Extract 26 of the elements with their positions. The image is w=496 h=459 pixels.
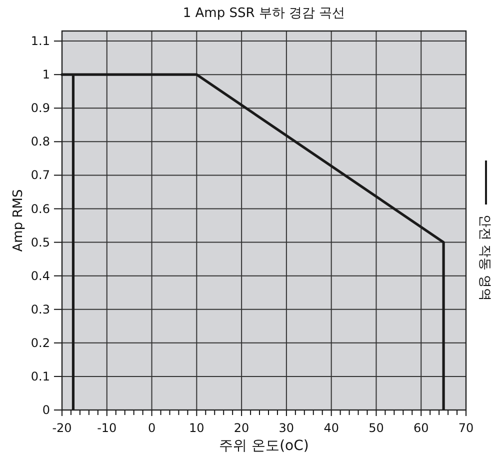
y-tick-label: 1 bbox=[42, 68, 50, 82]
y-tick-label: 0.2 bbox=[30, 336, 50, 350]
x-tick-label: -20 bbox=[52, 421, 72, 435]
y-tick-label: 1.1 bbox=[30, 34, 50, 48]
x-tick-label: 30 bbox=[278, 421, 294, 435]
y-tick-label: 0 bbox=[42, 403, 50, 417]
x-tick-label: -10 bbox=[97, 421, 117, 435]
y-tick-label: 0.5 bbox=[30, 235, 50, 250]
y-axis-title: Amp RMS bbox=[11, 189, 26, 252]
y-tick-label: 0.4 bbox=[30, 268, 50, 283]
legend: 안전 작동 영역 bbox=[477, 160, 492, 301]
y-tick-label: 0.3 bbox=[30, 302, 50, 316]
y-tick-label: 0.7 bbox=[30, 168, 50, 182]
x-tick-label: 70 bbox=[458, 421, 474, 435]
x-tick-label: 0 bbox=[148, 421, 156, 435]
y-tick-label: 0.1 bbox=[30, 369, 50, 384]
x-tick-label: 60 bbox=[413, 421, 429, 435]
y-tick-label: 0.6 bbox=[30, 202, 50, 216]
x-axis-title: 주위 온도(oC) bbox=[219, 438, 309, 454]
y-tick-label: 0.8 bbox=[30, 134, 50, 149]
x-tick-label: 50 bbox=[368, 421, 384, 435]
y-tick-label: 0.9 bbox=[30, 101, 50, 116]
chart-title: 1 Amp SSR 부하 경감 곡선 bbox=[182, 6, 346, 21]
x-tick-label: 20 bbox=[234, 421, 250, 435]
x-tick-label: 40 bbox=[324, 421, 339, 435]
x-tick-label: 10 bbox=[189, 421, 204, 435]
